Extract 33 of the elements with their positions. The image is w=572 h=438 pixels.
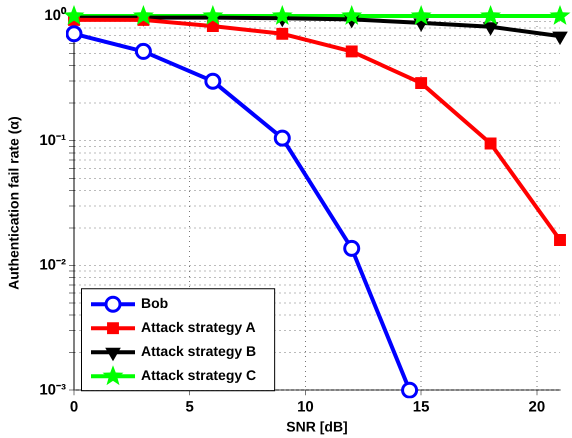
point bbox=[132, 5, 154, 25]
x-axis-title: SNR [dB] bbox=[286, 418, 348, 434]
x-tick-label: 5 bbox=[186, 398, 194, 416]
x-tick-label: 10 bbox=[297, 398, 314, 416]
y-tick-label: 10⁻¹ bbox=[39, 132, 66, 149]
legend-label: Bob bbox=[141, 295, 168, 312]
point bbox=[276, 28, 288, 40]
legend-label: Attack strategy A bbox=[141, 319, 256, 336]
point bbox=[480, 5, 502, 25]
point bbox=[410, 5, 432, 25]
point bbox=[66, 25, 82, 42]
point bbox=[134, 42, 152, 60]
x-tick-label: 15 bbox=[412, 398, 430, 416]
point bbox=[484, 138, 497, 150]
point bbox=[274, 130, 291, 147]
point bbox=[202, 5, 224, 25]
point bbox=[550, 5, 570, 25]
point bbox=[341, 5, 362, 25]
y-tick-label: 10⁰ bbox=[44, 6, 67, 24]
point bbox=[415, 77, 428, 90]
legend-label: Attack strategy C bbox=[141, 367, 256, 384]
y-tick-label: 10⁻² bbox=[39, 256, 66, 274]
point bbox=[272, 5, 293, 25]
x-tick-label: 0 bbox=[70, 398, 78, 416]
legend-label: Attack strategy B bbox=[141, 343, 256, 360]
y-tick-label: 10⁻³ bbox=[39, 381, 66, 398]
y-axis-title: Authentication fail rate (α) bbox=[5, 116, 22, 290]
point bbox=[343, 240, 360, 257]
point bbox=[204, 72, 222, 90]
point bbox=[346, 45, 358, 58]
point bbox=[554, 234, 566, 246]
point bbox=[401, 382, 418, 398]
x-tick-label: 20 bbox=[528, 398, 546, 416]
